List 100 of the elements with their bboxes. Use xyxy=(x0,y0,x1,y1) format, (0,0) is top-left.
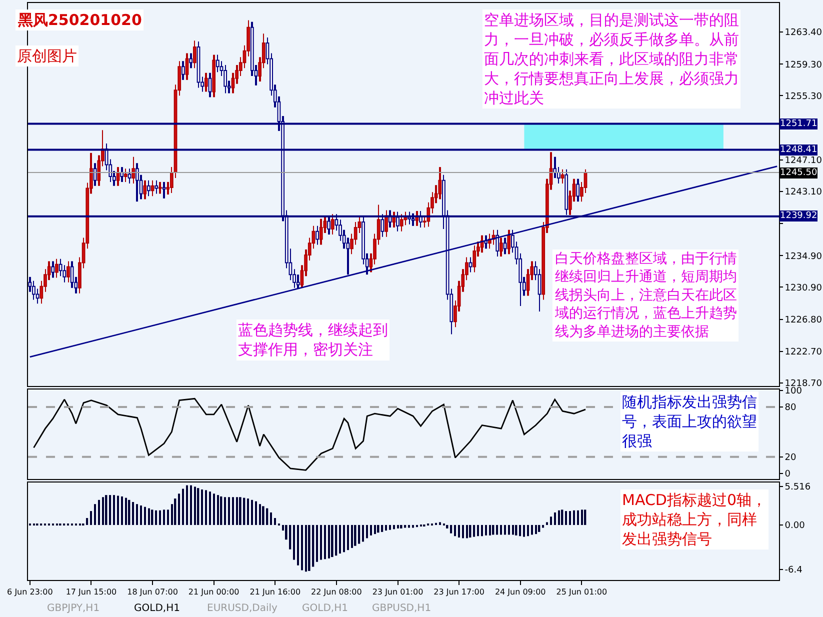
bar xyxy=(535,524,537,534)
bar xyxy=(370,524,372,536)
x-tick-label: 18 Jun 07:00 xyxy=(127,588,178,597)
bar xyxy=(500,524,502,535)
bar xyxy=(174,498,176,525)
y-tick-label: 1243.10 xyxy=(784,188,822,198)
bar xyxy=(293,524,295,560)
bar xyxy=(186,485,188,525)
x-tick-label: 23 Jun 17:00 xyxy=(434,588,484,597)
bar xyxy=(266,508,268,525)
bar xyxy=(439,522,441,525)
bar xyxy=(98,500,100,525)
bar xyxy=(247,498,249,525)
x-tick-label: 23 Jun 01:00 xyxy=(372,588,424,597)
x-tick-label: 21 Jun 16:00 xyxy=(250,588,301,597)
bar xyxy=(259,504,261,525)
bar xyxy=(408,524,410,528)
bar xyxy=(412,524,414,528)
bar xyxy=(366,524,368,538)
bar xyxy=(109,495,112,525)
bar xyxy=(573,510,575,525)
bar xyxy=(504,524,506,535)
bar xyxy=(121,496,123,525)
bar xyxy=(389,524,391,530)
annotation: 白天价格盘整区域，由于行情继续回归上升通道，短周期均线拐头向上，注意白天在此区域的运行情况，蓝色上升趋势线为多单进场的主要依据 xyxy=(554,251,737,340)
bar xyxy=(538,524,540,532)
bar xyxy=(113,495,115,525)
annotation: 原创图片 xyxy=(17,47,77,65)
bar xyxy=(105,495,108,525)
bar xyxy=(305,524,307,572)
text: GBPUSD,H1 xyxy=(372,603,432,614)
bar xyxy=(159,510,161,525)
y-tick-label: 1259.30 xyxy=(784,60,822,70)
bar xyxy=(201,489,204,525)
bar xyxy=(128,500,130,525)
annotation: 随机指标发出强势信号，表面上攻的欲望很强 xyxy=(622,393,757,450)
x-tick-label: 24 Jun 09:00 xyxy=(494,588,546,597)
bar xyxy=(217,495,219,525)
bar xyxy=(477,524,479,536)
text: EURUSD,Daily xyxy=(207,603,278,614)
bar xyxy=(485,524,487,536)
bar xyxy=(523,524,525,537)
bar xyxy=(542,524,544,528)
ref-line-label: 1251.71 xyxy=(780,119,818,129)
y-tick-label: 0 xyxy=(784,470,791,480)
y-tick-label: 1255.30 xyxy=(784,92,822,102)
bar xyxy=(94,504,96,525)
bar xyxy=(117,496,119,525)
bar xyxy=(565,511,568,525)
bar xyxy=(577,510,579,525)
bar xyxy=(473,524,476,537)
bar xyxy=(182,488,184,525)
text: GBPJPY,H1 xyxy=(47,603,100,614)
bar xyxy=(404,524,406,528)
bar xyxy=(224,497,226,525)
bar xyxy=(125,498,127,525)
bar xyxy=(297,524,299,566)
bar xyxy=(251,500,253,525)
bar xyxy=(454,524,456,536)
bar xyxy=(512,524,514,535)
bar xyxy=(320,524,322,560)
bar xyxy=(462,524,464,538)
bar xyxy=(400,524,402,528)
text: GOLD,H1 xyxy=(302,603,348,614)
bar xyxy=(347,524,349,550)
bar xyxy=(496,524,498,535)
bar xyxy=(136,504,138,525)
bar xyxy=(270,512,272,525)
line-series xyxy=(33,398,586,471)
x-tick-label: 6 Jun 23:00 xyxy=(7,588,53,597)
bar xyxy=(194,486,196,525)
bar xyxy=(393,524,395,530)
x-tick-label: 22 Jun 08:00 xyxy=(311,588,362,597)
y-tick-label: 0.00 xyxy=(784,521,806,532)
bar xyxy=(343,524,345,552)
y-tick-label: 100 xyxy=(784,386,802,396)
bar xyxy=(144,506,146,525)
ref-line-label: 1239.92 xyxy=(780,211,818,221)
bar xyxy=(416,524,418,528)
bar xyxy=(140,505,142,525)
bar xyxy=(466,524,468,538)
bar xyxy=(519,524,522,536)
bar xyxy=(377,524,380,533)
bar xyxy=(220,496,222,525)
annotation: 蓝色趋势线，继续起到支撑作用，密切关注 xyxy=(238,321,388,358)
bar xyxy=(446,524,448,528)
bar xyxy=(489,524,491,536)
bar xyxy=(228,497,230,525)
ref-line-label: 1245.50 xyxy=(780,168,818,178)
x-tick-label: 25 Jun 01:00 xyxy=(556,588,608,597)
bar xyxy=(308,524,310,571)
bar xyxy=(155,510,158,525)
bar xyxy=(584,510,586,525)
bar xyxy=(569,511,571,525)
bar xyxy=(458,524,460,538)
x-tick-label: 17 Jun 15:00 xyxy=(66,588,117,597)
bar xyxy=(163,510,165,525)
bar xyxy=(358,524,360,544)
bar xyxy=(374,524,376,534)
annotation: MACD指标越过0轴，成功站稳上方，同样发出强势信号 xyxy=(622,491,767,548)
